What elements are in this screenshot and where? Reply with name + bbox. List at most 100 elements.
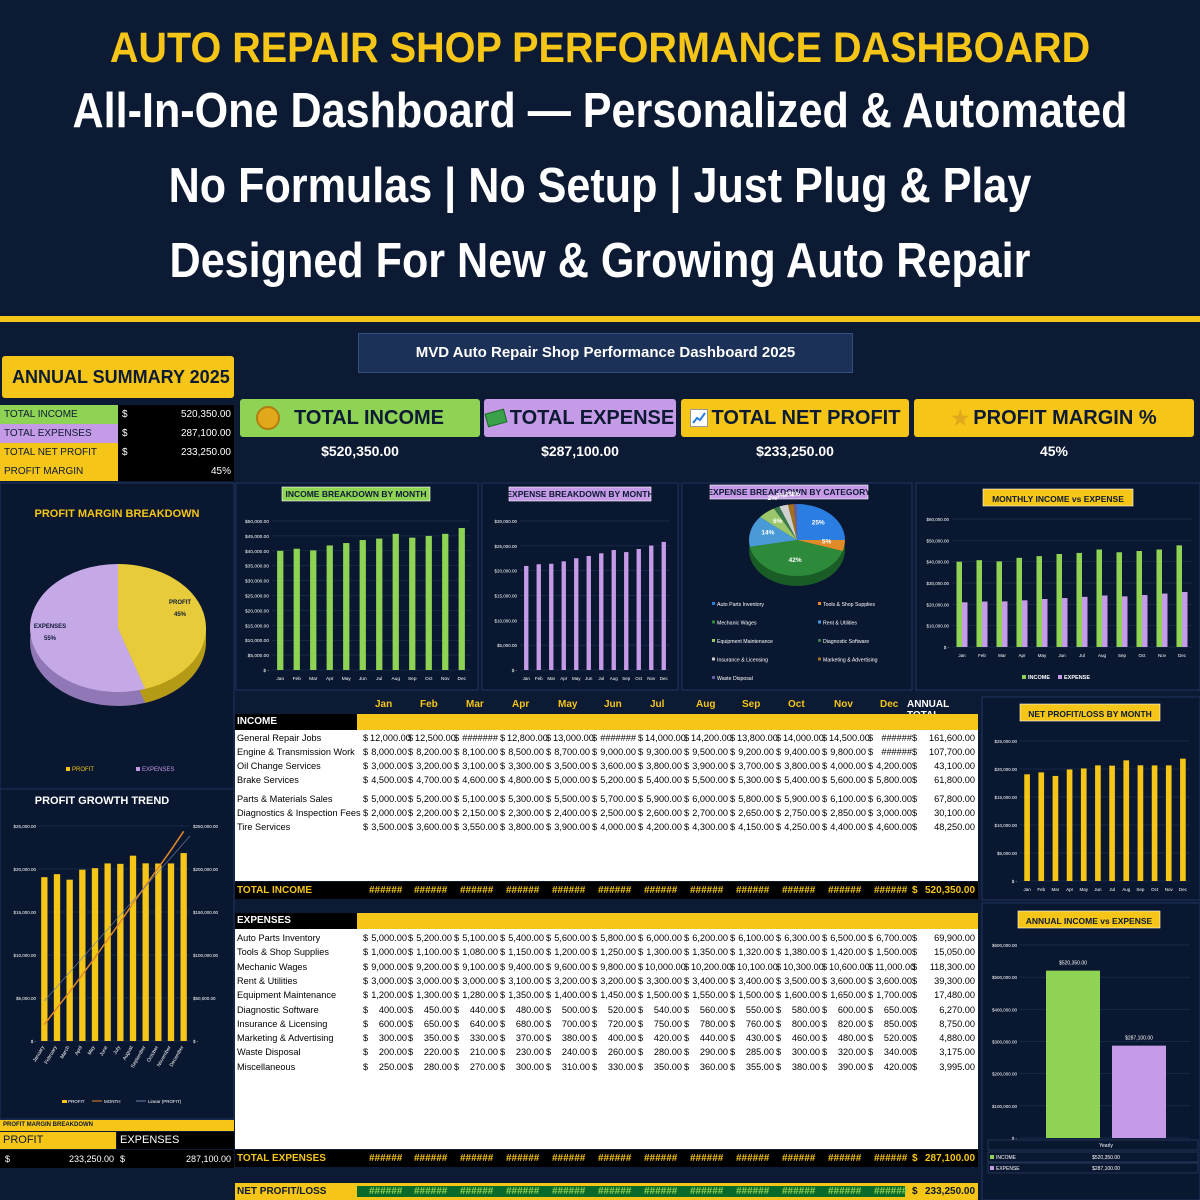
- chart-title-box: [508, 486, 652, 502]
- legend-expenses: EXPENSES: [142, 767, 174, 773]
- currency-sign: $: [454, 761, 460, 771]
- currency-sign: $: [363, 1033, 369, 1044]
- cell-value: 5,500.00: [692, 775, 728, 785]
- bar: [91, 868, 99, 1041]
- cell-value: 800.00: [791, 1018, 820, 1029]
- legend-swatch: [712, 676, 715, 679]
- currency-sign: $: [730, 961, 736, 972]
- cell-value: 3,300.00: [646, 975, 682, 986]
- x-tick-label: May: [342, 676, 352, 682]
- chart-title: INCOME BREAKDOWN BY MONTH: [285, 489, 426, 499]
- currency-sign: $: [776, 990, 782, 1001]
- cell-value: 4,700.00: [416, 775, 452, 785]
- row-total: 61,800.00: [934, 775, 975, 785]
- table-row: Miscellaneous $250.00 $280.00 $270.00 $300.0…: [235, 1061, 978, 1075]
- y-tick-label: $10,000.00: [994, 823, 1017, 828]
- cell-value: 290.00: [699, 1047, 728, 1058]
- profit-margin-breakdown-table: PROFIT MARGIN BREAKDOWN PROFIT EXPENSES …: [0, 1120, 234, 1200]
- cell-value: 355.00: [745, 1061, 774, 1072]
- bar: [1156, 549, 1162, 647]
- cell-value: 260.00: [607, 1047, 636, 1058]
- x-tick-label: May: [87, 1045, 97, 1057]
- hash-cell: ######: [782, 1153, 816, 1164]
- currency-sign: $: [638, 975, 644, 986]
- currency-sign: $: [363, 733, 369, 743]
- hash-cell: ######: [506, 885, 540, 896]
- cell-value: 3,600.00: [600, 761, 636, 771]
- x-tick-label: Jun: [1058, 653, 1066, 658]
- chart-title: PROFIT GROWTH TREND: [35, 795, 169, 807]
- currency-sign: $: [546, 1061, 552, 1072]
- table-row: Insurance & Licensing $600.00 $650.00 $640.…: [235, 1018, 978, 1032]
- bar: [561, 561, 566, 670]
- currency-sign: $: [500, 975, 506, 986]
- y-tick-label: $5,000.00: [497, 643, 518, 648]
- cell-value: 3,100.00: [462, 761, 498, 771]
- hash-cell: ######: [644, 1153, 678, 1164]
- x-tick-label: Sep: [1136, 887, 1145, 892]
- chart-panel: [235, 482, 479, 691]
- currency-sign: $: [684, 822, 690, 832]
- annual-summary-table: TOTAL INCOME $520,350.00 TOTAL EXPENSES $28…: [0, 405, 234, 481]
- currency-sign: $: [454, 794, 460, 804]
- y-tick-label: $30,000.00: [494, 519, 517, 524]
- currency-sign: $: [500, 1004, 506, 1015]
- cell-value: 1,250.00: [600, 947, 636, 958]
- currency-sign: $: [868, 1018, 874, 1029]
- currency-sign: $: [912, 990, 918, 1001]
- x-tick-label: Nov: [647, 676, 656, 681]
- promo-banner: AUTO REPAIR SHOP PERFORMANCE DASHBOARD A…: [0, 0, 1200, 322]
- currency-sign: $: [912, 1018, 918, 1029]
- row-total: 17,480.00: [934, 990, 975, 1001]
- y-tick-label: $25,000.00: [245, 594, 269, 600]
- currency-sign: $: [730, 733, 736, 743]
- x-tick-label: Mar: [1052, 887, 1060, 892]
- x-tick-label: Mar: [998, 653, 1006, 658]
- table-row: Parts & Materials Sales $5,000.00 $5,200.0…: [235, 793, 978, 807]
- y-tick-label: $400,000.00: [992, 1007, 1018, 1012]
- row-name: Tire Services: [237, 822, 291, 832]
- pie-percent-label: 2%: [785, 491, 795, 498]
- month-header: Sep: [742, 699, 761, 710]
- cell-value: 9,100.00: [462, 961, 498, 972]
- currency-sign: $: [500, 747, 506, 757]
- cell-value: 4,150.00: [738, 822, 774, 832]
- currency-sign: $: [500, 1033, 506, 1044]
- currency-sign: $: [500, 808, 506, 818]
- cell-value: 3,600.00: [830, 975, 866, 986]
- x-tick-label: Apr: [1066, 887, 1074, 892]
- cell-value: 3,400.00: [692, 975, 728, 986]
- currency-sign: $: [776, 747, 782, 757]
- cell-value: 5,400.00: [508, 933, 544, 943]
- legend-swatch: [62, 1100, 67, 1103]
- cell-value: 1,380.00: [784, 947, 820, 958]
- hash-cell: ######: [552, 885, 586, 896]
- currency-sign: $: [363, 1047, 369, 1058]
- currency-sign: $: [500, 1061, 506, 1072]
- cell-value: 4,600.00: [462, 775, 498, 785]
- currency-sign: $: [363, 1061, 369, 1072]
- banner-tagline: No Formulas | No Setup | Just Plug & Pla…: [168, 159, 1032, 213]
- currency-sign: $: [868, 975, 874, 986]
- currency-sign: $: [363, 933, 369, 943]
- cell-value: 10,000.00: [645, 961, 686, 972]
- row-name: Insurance & Licensing: [237, 1018, 328, 1029]
- pm-cur-2: $: [120, 1154, 126, 1164]
- currency-sign: $: [912, 822, 918, 832]
- currency-sign: $: [363, 808, 369, 818]
- bar: [1056, 553, 1062, 647]
- currency-sign: $: [684, 1047, 690, 1058]
- cumulative-line: [43, 830, 185, 1026]
- bar: [1066, 769, 1073, 881]
- y2-tick-label: $100,000.00: [193, 953, 219, 958]
- cell-value: 9,500.00: [692, 747, 728, 757]
- currency-sign: $: [454, 822, 460, 832]
- total-income-row: TOTAL INCOME ###### ###### ###### ###### ####…: [235, 882, 978, 899]
- cell-value: 680.00: [515, 1018, 544, 1029]
- currency-sign: $: [684, 975, 690, 986]
- y-tick-label: $100,000.00: [992, 1104, 1018, 1109]
- cell-value: 8,000.00: [371, 747, 407, 757]
- summary-label: PROFIT MARGIN: [0, 462, 118, 481]
- bar: [1112, 1045, 1166, 1138]
- cell-value: 500.00: [561, 1004, 590, 1015]
